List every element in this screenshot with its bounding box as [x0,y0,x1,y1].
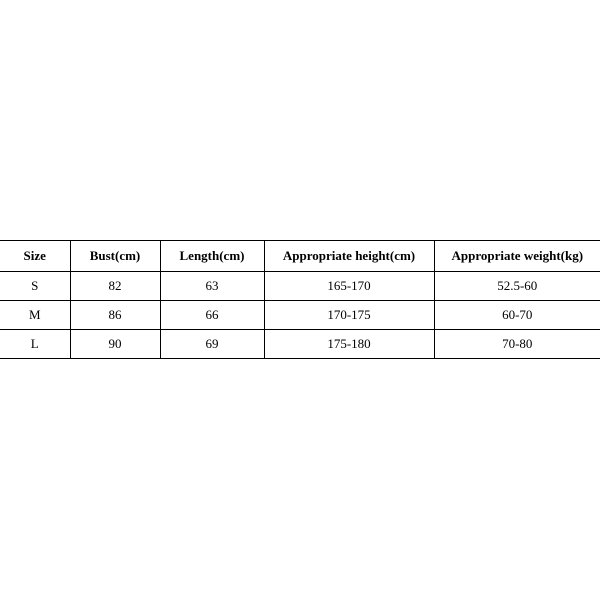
page: Size Bust(cm) Length(cm) Appropriate hei… [0,0,600,600]
cell-length: 69 [160,330,264,359]
cell-weight: 60-70 [434,301,600,330]
cell-bust: 82 [70,272,160,301]
col-header-size: Size [0,241,70,272]
size-chart-table: Size Bust(cm) Length(cm) Appropriate hei… [0,240,600,359]
cell-height: 165-170 [264,272,434,301]
col-header-height: Appropriate height(cm) [264,241,434,272]
cell-size: S [0,272,70,301]
col-header-bust: Bust(cm) [70,241,160,272]
col-header-length: Length(cm) [160,241,264,272]
table-row: S 82 63 165-170 52.5-60 [0,272,600,301]
cell-weight: 70-80 [434,330,600,359]
cell-bust: 86 [70,301,160,330]
cell-height: 170-175 [264,301,434,330]
cell-bust: 90 [70,330,160,359]
table-row: L 90 69 175-180 70-80 [0,330,600,359]
cell-height: 175-180 [264,330,434,359]
cell-length: 66 [160,301,264,330]
cell-weight: 52.5-60 [434,272,600,301]
table-header-row: Size Bust(cm) Length(cm) Appropriate hei… [0,241,600,272]
cell-size: L [0,330,70,359]
cell-size: M [0,301,70,330]
col-header-weight: Appropriate weight(kg) [434,241,600,272]
table-row: M 86 66 170-175 60-70 [0,301,600,330]
cell-length: 63 [160,272,264,301]
